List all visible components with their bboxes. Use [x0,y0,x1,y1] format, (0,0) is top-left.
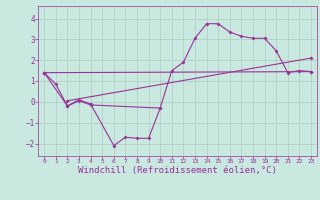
X-axis label: Windchill (Refroidissement éolien,°C): Windchill (Refroidissement éolien,°C) [78,166,277,175]
